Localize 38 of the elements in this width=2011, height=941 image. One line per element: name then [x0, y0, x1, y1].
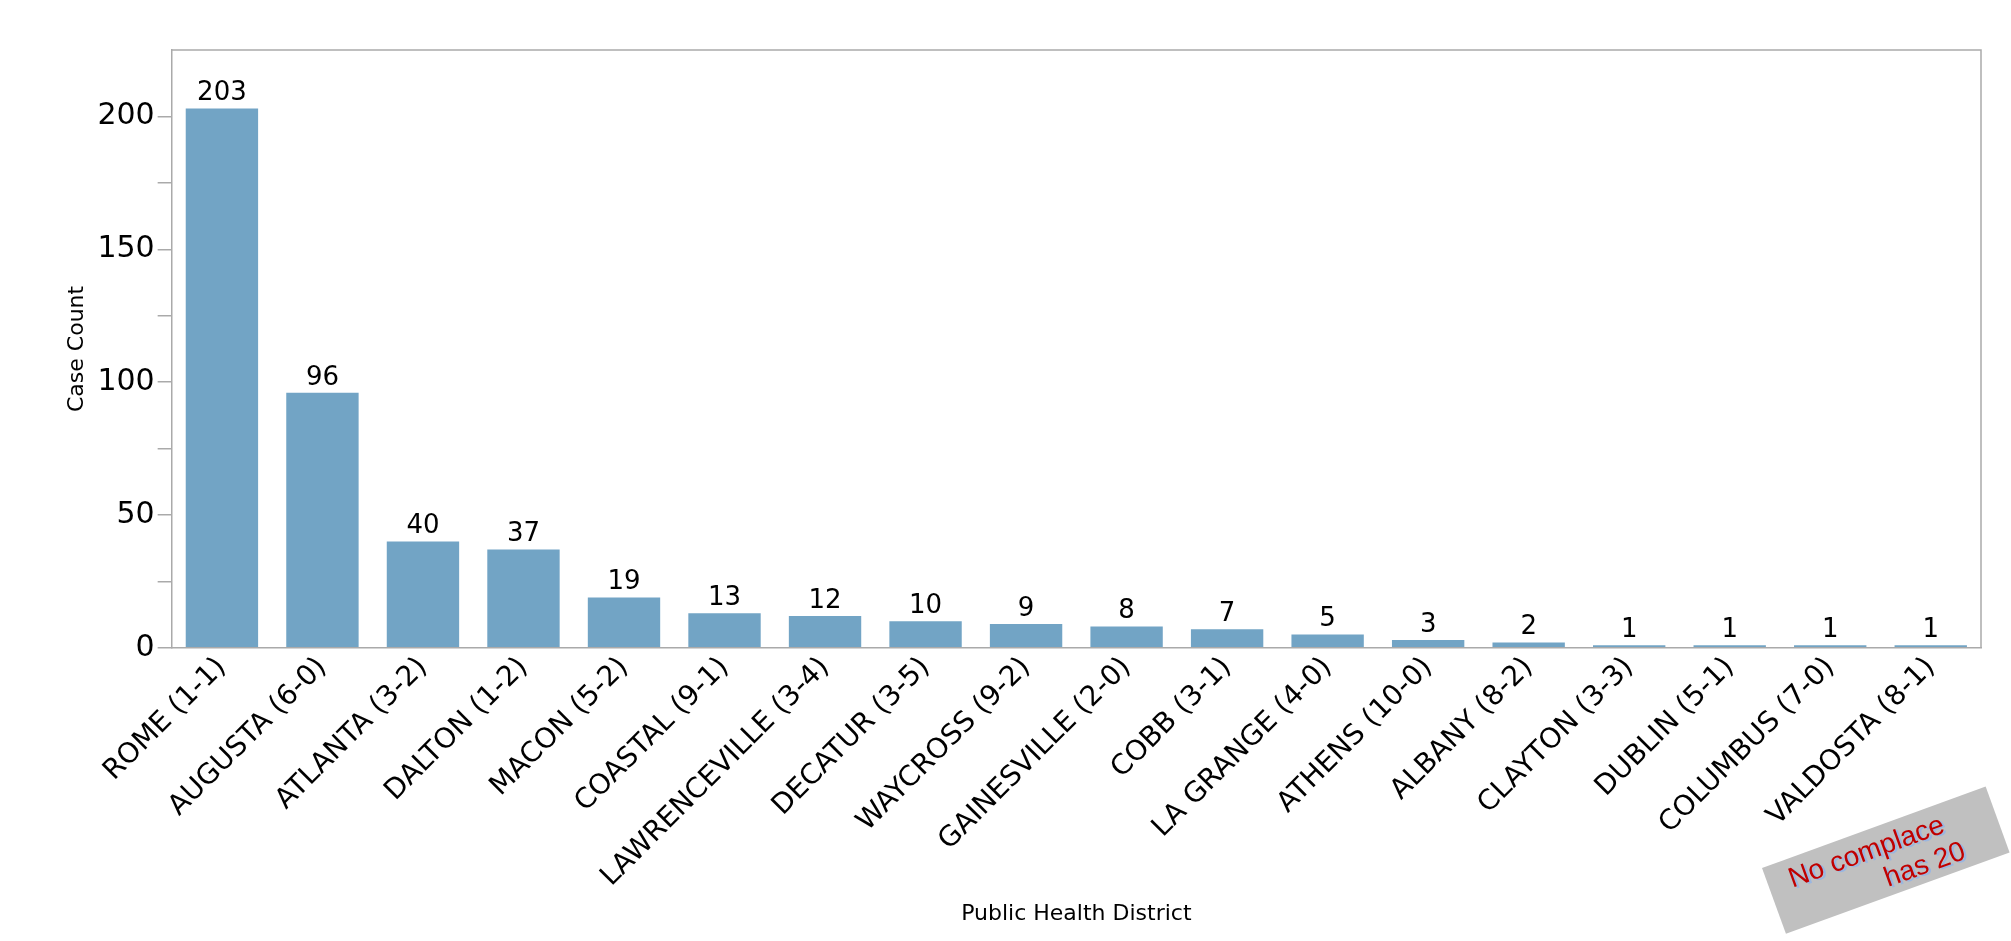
bar — [185, 108, 259, 648]
y-tick-label: 0 — [135, 627, 155, 663]
data-label: 96 — [305, 360, 339, 391]
data-label: 1 — [1721, 612, 1738, 643]
y-tick-label: 50 — [116, 494, 155, 530]
bar — [688, 613, 761, 648]
data-label: 19 — [607, 565, 641, 596]
x-axis-title: Public Health District — [961, 899, 1192, 925]
bar — [1291, 634, 1364, 648]
data-label: 13 — [707, 581, 742, 612]
bar — [1391, 639, 1465, 648]
y-tick-label: 100 — [97, 361, 155, 397]
data-label: 40 — [406, 509, 440, 540]
data-label: 10 — [909, 589, 943, 620]
data-label: 1 — [1620, 612, 1638, 643]
data-label: 7 — [1218, 597, 1236, 628]
bar — [788, 615, 862, 648]
data-label: 1 — [1922, 612, 1940, 643]
bar — [989, 623, 1063, 648]
data-label: 8 — [1118, 594, 1135, 625]
data-label: 12 — [808, 583, 842, 614]
bar — [386, 541, 460, 648]
bar — [889, 621, 962, 648]
y-tick-label: 200 — [97, 96, 155, 132]
bar — [286, 392, 359, 648]
data-label: 9 — [1017, 591, 1035, 622]
y-axis-title: Case Count — [62, 285, 88, 413]
data-label: 203 — [197, 76, 247, 107]
bar — [487, 549, 560, 648]
bar — [1090, 626, 1163, 648]
data-label: 3 — [1419, 607, 1437, 638]
bar — [587, 597, 661, 648]
data-label: 37 — [506, 517, 541, 548]
y-tick-label: 150 — [97, 229, 155, 265]
data-label: 5 — [1319, 602, 1336, 633]
data-label: 2 — [1520, 610, 1537, 641]
bar — [1190, 629, 1264, 648]
data-label: 1 — [1821, 612, 1839, 643]
